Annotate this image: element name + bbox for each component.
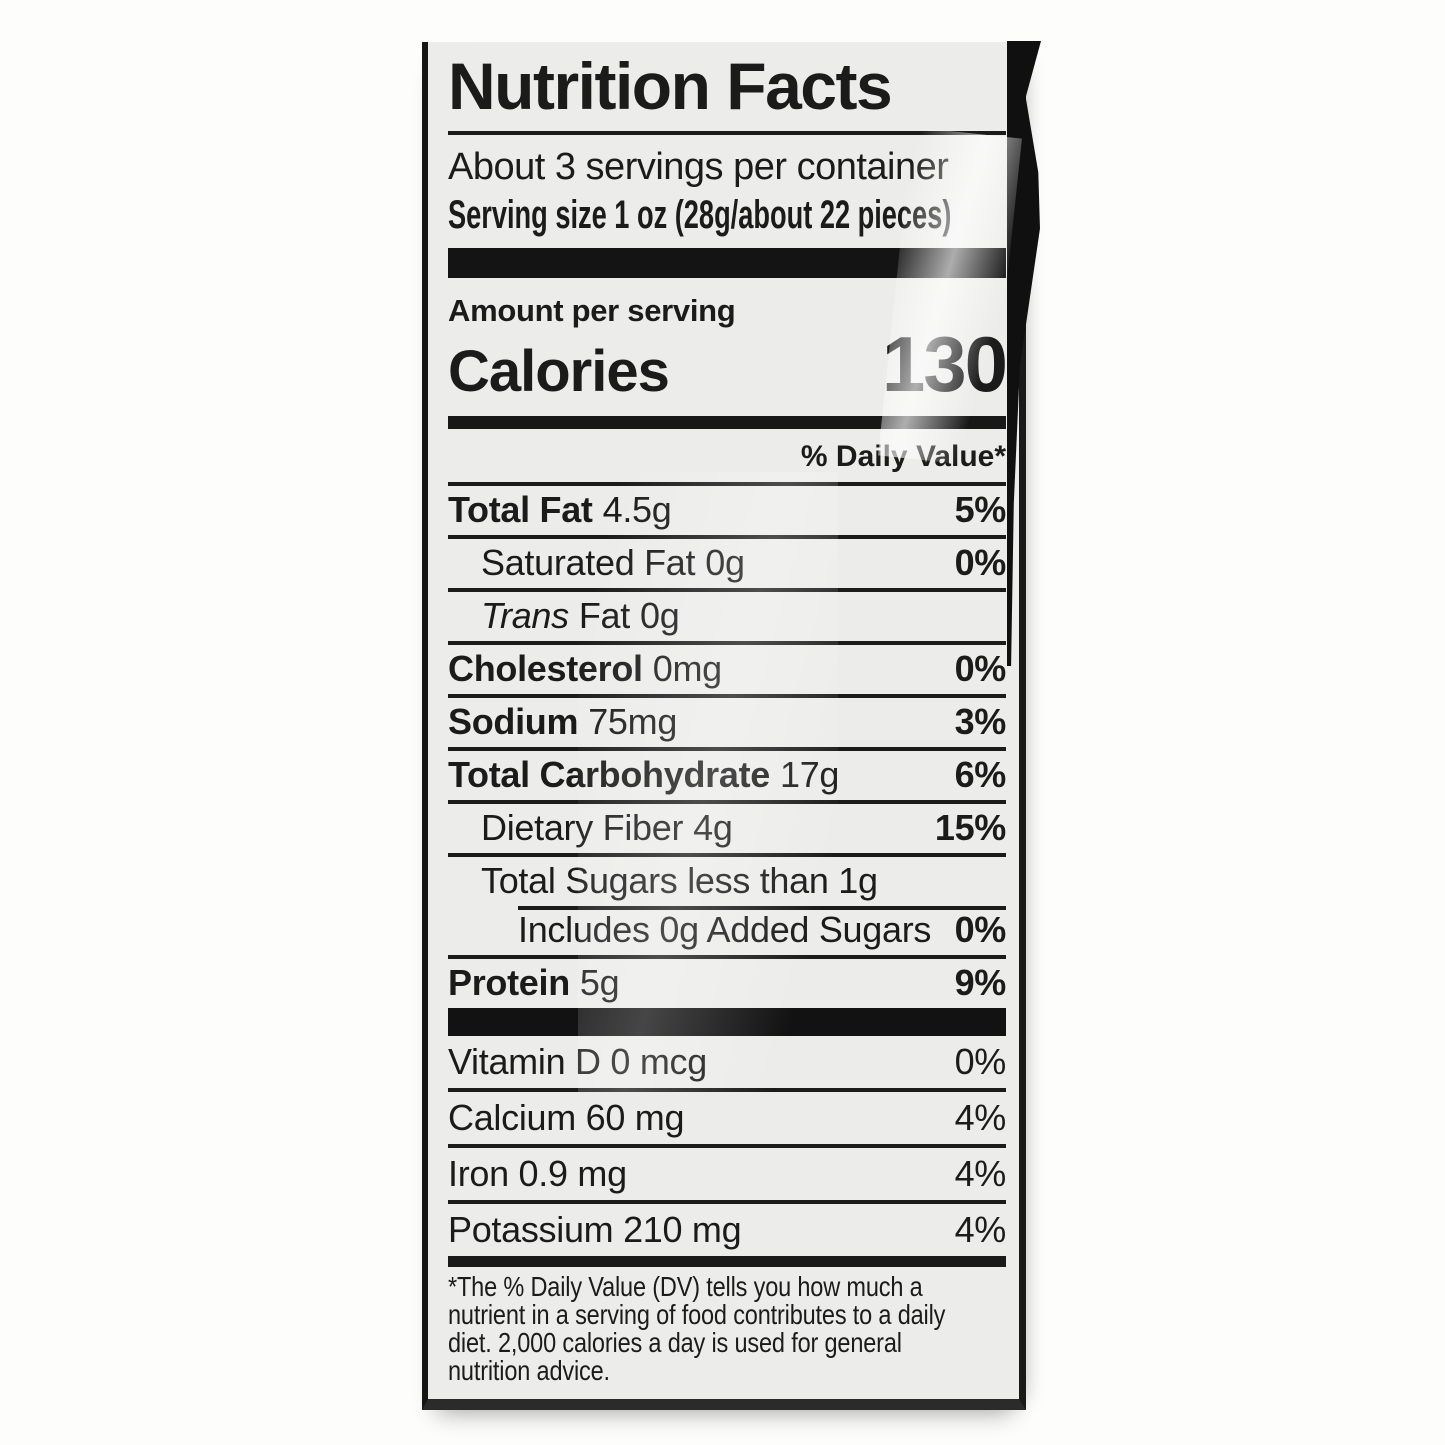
calories-label: Calories (448, 339, 670, 405)
nutrient-name: Total Fat (448, 489, 593, 531)
nutrient-row-trans-fat: Trans Fat 0g (448, 587, 1006, 641)
nutrient-row-total-carbohydrate: Total Carbohydrate 17g 6% (448, 746, 1007, 800)
micronutrient-dv: 0% (954, 1040, 1007, 1082)
nutrient-name: Dietary Fiber (481, 807, 684, 849)
nutrient-row-cholesterol: Cholesterol 0mg 0% (448, 640, 1007, 694)
serving-size: Serving size 1 oz (28g/about 22 pieces) (448, 193, 952, 238)
label-content: Nutrition Facts About 3 servings per con… (428, 42, 1022, 1399)
nutrient-dv: 0% (954, 542, 1007, 584)
nutrient-amount: 4g (693, 807, 733, 849)
servings-per-container: About 3 servings per container (448, 146, 949, 189)
nutrient-amount: 75mg (588, 701, 678, 743)
nutrient-amount: 4.5g (602, 489, 672, 531)
amount-per-serving-label: Amount per serving (448, 293, 736, 329)
nutrient-name: Fat (578, 595, 630, 637)
micronutrient-row-iron: Iron 0.9 mg 4% (448, 1143, 1007, 1200)
micronutrient-name: Vitamin D 0 mcg (448, 1040, 707, 1082)
nutrient-dv: 3% (954, 701, 1007, 743)
nutrient-name-italic: Trans (481, 595, 569, 637)
nutrition-facts-label: Nutrition Facts About 3 servings per con… (422, 41, 1041, 1410)
calories-row: Calories 130 (448, 320, 1008, 409)
nutrient-row-saturated-fat: Saturated Fat 0g 0% (448, 534, 1007, 588)
micronutrient-dv: 4% (954, 1208, 1007, 1250)
protein-divider-thick (448, 1007, 1006, 1036)
nutrient-name: Protein (448, 962, 570, 1004)
nutrient-dv: 6% (954, 754, 1007, 796)
nutrient-dv: 15% (934, 807, 1006, 849)
nutrient-amount: 0mg (652, 648, 722, 690)
nutrient-name: Total Carbohydrate (448, 754, 770, 796)
micronutrient-dv: 4% (954, 1096, 1007, 1138)
nutrient-dv: 0% (954, 648, 1007, 690)
footnote-divider (448, 1255, 1006, 1267)
nutrient-amount: 5g (579, 962, 620, 1004)
micronutrient-name: Iron 0.9 mg (448, 1152, 627, 1194)
calories-divider (448, 415, 1006, 429)
nutrient-row-dietary-fiber: Dietary Fiber 4g 15% (448, 799, 1006, 853)
nutrient-amount: 17g (779, 754, 840, 796)
label-title: Nutrition Facts (448, 50, 1006, 136)
footnote-line: diet. 2,000 calories a day is used for g… (448, 1326, 902, 1358)
daily-value-header: % Daily Value* (800, 439, 1006, 473)
calories-value: 130 (881, 320, 1008, 409)
section-divider-thick (448, 248, 1006, 279)
nutrient-name: Saturated Fat (481, 542, 696, 584)
micronutrient-row-potassium: Potassium 210 mg 4% (448, 1199, 1007, 1256)
footnote-line: nutrient in a serving of food contribute… (448, 1298, 946, 1330)
footnote-line: nutrition advice. (448, 1354, 610, 1386)
nutrient-row-added-sugars: Includes 0g Added Sugars 0% (448, 905, 1007, 955)
nutrient-name: Total Sugars less than 1g (481, 860, 878, 902)
micronutrient-row-vitamin-d: Vitamin D 0 mcg 0% (448, 1036, 1006, 1088)
nutrient-dv: 5% (954, 489, 1007, 531)
nutrient-amount: 0g (639, 595, 680, 637)
nutrient-row-total-sugars: Total Sugars less than 1g (448, 852, 1006, 906)
micronutrient-name: Potassium 210 mg (448, 1208, 742, 1250)
nutrient-dv: 0% (954, 909, 1007, 951)
nutrient-row-protein: Protein 5g 9% (448, 954, 1007, 1008)
nutrient-name: Includes 0g Added Sugars (518, 909, 932, 951)
nutrient-name: Sodium (448, 701, 579, 743)
micronutrient-name: Calcium 60 mg (448, 1096, 685, 1138)
footnote: *The % Daily Value (DV) tells you how mu… (448, 1270, 1006, 1393)
micronutrient-dv: 4% (954, 1152, 1007, 1194)
nutrient-dv: 9% (954, 962, 1007, 1004)
nutrient-name: Cholesterol (448, 648, 643, 690)
nutrient-row-sodium: Sodium 75mg 3% (448, 693, 1007, 747)
nutrient-row-total-fat: Total Fat 4.5g 5% (448, 481, 1007, 535)
footnote-line: *The % Daily Value (DV) tells you how mu… (448, 1270, 923, 1302)
nutrient-amount: 0g (705, 542, 745, 584)
micronutrient-row-calcium: Calcium 60 mg 4% (448, 1087, 1007, 1144)
